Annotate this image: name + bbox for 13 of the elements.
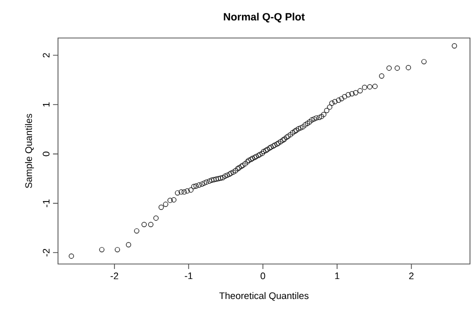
x-tick-label: 0 [260, 272, 266, 280]
chart-title: Normal Q-Q Plot [224, 12, 305, 22]
y-tick-label: 0 [42, 152, 50, 156]
x-tick-label: 2 [409, 272, 414, 280]
y-tick-label: -1 [42, 200, 50, 208]
y-tick-label: -2 [42, 248, 50, 256]
y-axis-title: Sample Quantiles [25, 114, 34, 188]
x-tick-label: 1 [335, 272, 340, 280]
y-tick-label: 1 [42, 102, 50, 107]
x-axis-title: Theoretical Quantiles [219, 292, 309, 301]
y-tick-label: 2 [42, 53, 50, 58]
x-tick-label: -1 [184, 272, 192, 280]
x-tick-label: -2 [110, 272, 118, 280]
